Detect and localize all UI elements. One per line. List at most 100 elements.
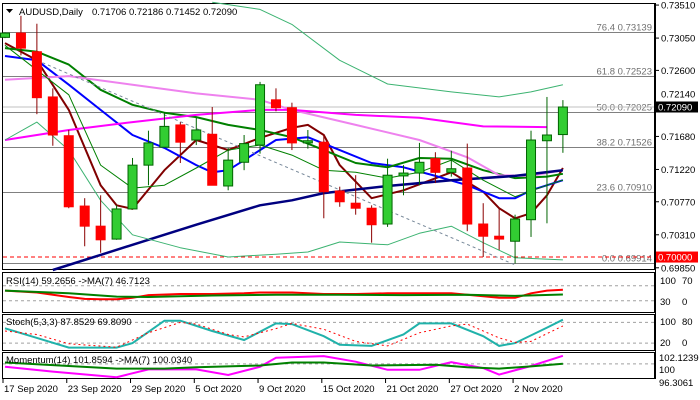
bear-candle [350,175,361,215]
current-price-box [655,101,698,113]
stoch-title: Stoch(5,3,3) 87.8529 69.8090 [6,317,132,328]
price-tick-label: 0.72600 [661,66,695,77]
candle-body [414,161,425,174]
price-tick-label: 0.70310 [661,230,695,241]
rsi-panel-frame [2,272,655,313]
bear-candle [95,195,106,253]
symbol-timeframe: AUDUSD,Daily [19,7,83,18]
bull-candle [414,142,425,186]
candle-body [223,159,234,187]
candle-body [350,202,361,209]
bull-candle [223,147,234,191]
candle-body [207,133,218,186]
ohlc-values: 0.71706 0.72186 0.71452 0.72090 [92,7,237,18]
bear-candle [79,198,90,247]
bear-candle [175,122,186,163]
bull-candle [541,96,552,224]
bull-candle [302,129,313,149]
candles [0,15,568,264]
bear-candle [494,208,505,250]
bear-candle [270,88,281,112]
bull-candle [510,214,521,264]
candle-body [79,205,90,227]
bear-candle [366,205,377,243]
alert-price-tag: 0.70000 [655,251,698,264]
date-tick-label: 15 Oct 2020 [323,384,375,395]
fib-level-label: 0.0 0.69914 [602,254,652,265]
overlay-line [4,55,564,200]
date-tick-label: 9 Oct 2020 [259,384,305,395]
fib-level-label: 23.6 0.70910 [597,183,652,194]
candle-body [382,174,393,225]
current-price-tag: 0.72090 [655,101,698,114]
candle-body [127,164,138,210]
overlay-line [36,59,516,266]
bull-candle [191,117,202,146]
candle-body [47,96,58,136]
price-tick-label: 0.73050 [661,34,695,45]
stoch-tick: 80 [682,317,693,328]
bull-candle [382,158,393,227]
candle-body [31,51,42,99]
alert-price-box [655,251,698,263]
stoch-panel-frame [2,314,655,351]
indicators [3,285,654,379]
candle-body [143,142,154,166]
bull-candle [239,134,250,171]
stoch-tick: 100 [660,317,676,328]
candle-body [494,235,505,240]
bear-candle [15,15,26,56]
momentum-title: Momentum(14) 101.8594 ->MA(7) 100.0340 [6,355,192,366]
bull-candle [526,130,537,237]
moving-averages [4,1,564,272]
stoch-tick: 20 [660,338,671,349]
rsi-title: RSI(14) 59.2656 ->MA(7) 46.7123 [6,276,150,287]
overlay-line [4,121,563,261]
bull-candle [255,81,266,154]
candle-body [557,106,568,136]
price-axis: 0.73510 0.73050 0.72600 0.72140 0.71680 0.712… [655,1,695,275]
candle-body [334,190,345,203]
date-tick-label: 29 Sep 2020 [132,384,186,395]
candle-body [270,99,281,109]
momentum-tick: 96.3061 [659,378,693,389]
momentum-panel-frame [2,352,655,379]
momentum-tick: 102.1239 [659,353,699,364]
bull-candle [557,100,568,153]
fib-level-label: 38.2 0.71526 [597,138,652,149]
candle-body [510,218,521,242]
date-tick-label: 27 Oct 2020 [450,384,502,395]
bull-candle [127,157,138,210]
date-tick-label: 5 Oct 2020 [195,384,241,395]
alert-price-label: 0.70000 [658,253,692,264]
candle-body [191,129,202,141]
candle-body [111,208,122,240]
price-tick-label: 0.73510 [661,1,695,12]
bear-candle [63,129,74,209]
price-tick-label: 0.70770 [661,197,695,208]
candle-body [239,143,250,163]
candle-body [541,134,552,142]
candle-body [398,172,409,177]
dropdown-triangle-icon[interactable] [6,9,13,13]
bull-candle [159,112,170,148]
candle-body [175,124,186,143]
current-price-label: 0.72090 [658,103,692,114]
bear-candle [207,107,218,186]
date-tick-label: 23 Sep 2020 [68,384,122,395]
candle-body [318,141,329,193]
bear-candle [430,152,441,184]
overlay-line [4,75,564,177]
rsi-tick: 30 [660,297,671,308]
candle-body [286,107,297,144]
bull-candle [446,150,457,177]
rsi-tick: 100 [660,276,676,287]
momentum-tick: 100 [659,365,675,376]
overlay-line [4,44,564,198]
candle-body [462,167,473,225]
bull-candle [143,130,154,186]
rsi-tick: 0 [682,297,687,308]
overlay-line [212,1,564,98]
